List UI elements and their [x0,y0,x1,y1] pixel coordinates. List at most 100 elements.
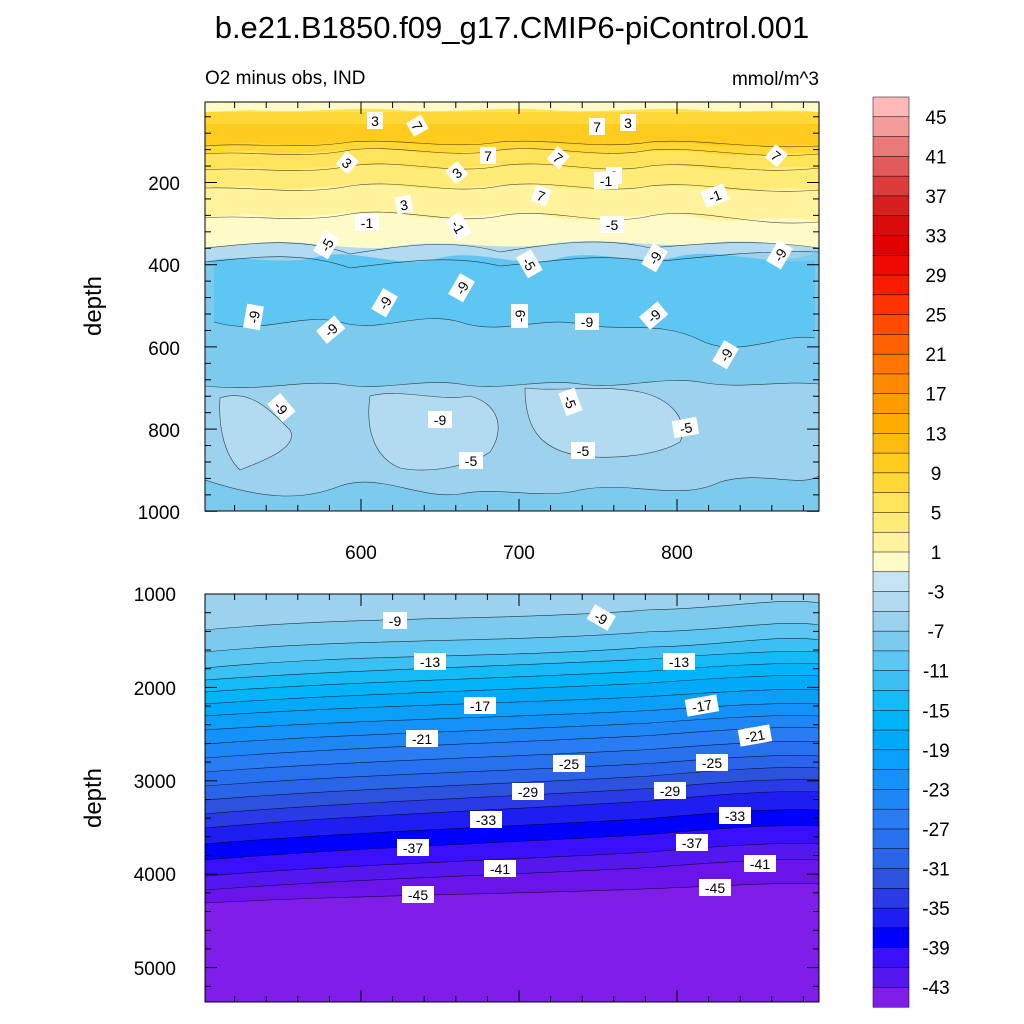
upper-xtick-label: 600 [345,543,377,564]
contour-label: -17 [464,697,496,714]
colorbar-boxes [872,96,910,1008]
colorbar-box [872,195,910,217]
contour-label: -45 [402,886,434,903]
svg-text:-37: -37 [682,835,702,851]
colorbar-box [872,729,910,751]
svg-text:-5: -5 [606,217,619,233]
contour-label: -9 [586,604,616,631]
colorbar-box [872,967,910,988]
colorbar-box [872,947,910,968]
colorbar-box [872,848,910,870]
svg-text:-25: -25 [559,756,579,772]
contour-label: 7 [764,143,788,168]
svg-text:-37: -37 [403,840,423,856]
svg-text:3: 3 [624,115,632,131]
colorbar-tick-label: -43 [922,978,949,999]
lower-contour-line [205,715,819,745]
svg-text:-45: -45 [408,887,428,903]
colorbar-box [872,215,910,237]
upper-band-deep-blue [205,476,819,511]
svg-text:-29: -29 [518,784,538,800]
contour-label: -9 [641,243,668,273]
contour-label: -21 [406,730,438,747]
colorbar-tick-label: -27 [922,820,949,841]
contour-label: -21 [737,724,773,747]
lower-contour-line [205,755,819,787]
colorbar-tick-label: 5 [931,503,942,524]
svg-text:-13: -13 [669,654,689,670]
colorbar-tick-label: 13 [925,424,946,445]
contour-label: -13 [414,653,446,670]
svg-text:-41: -41 [750,856,770,872]
colorbar-tick-label: -35 [922,899,949,920]
contour-label: -25 [696,754,728,771]
upper-ytick-label: 400 [148,256,180,277]
chart-title: b.e21.B1850.f09_g17.CMIP6-piControl.001 [215,10,810,45]
lower-contour-line [205,651,819,681]
upper-frame [204,101,820,512]
colorbar-box [872,828,910,850]
upper-ytick-label: 800 [148,421,180,442]
subtitle-right: mmol/m^3 [732,69,819,90]
svg-text:-9: -9 [512,310,528,323]
upper-band-orange [205,124,819,147]
lower-ytick-label: 3000 [134,772,176,793]
colorbar-box [872,927,910,949]
contour-label: -33 [470,811,502,828]
contour-label: 3 [335,150,359,175]
colorbar-box [872,670,910,692]
lower-contour-line [205,638,819,669]
colorbar-box [872,156,910,177]
lower-contour-line [205,675,819,705]
svg-text:3: 3 [399,196,410,213]
colorbar-tick-label: -23 [922,780,949,801]
lower-contour-band [205,883,819,1002]
svg-text:-25: -25 [702,755,722,771]
lower-ytick-label: 5000 [134,959,176,980]
colorbar-tick-label: -39 [922,939,949,960]
contour-label: -1 [594,172,618,189]
svg-text:-21: -21 [412,731,432,747]
lower-ytick-label: 4000 [134,865,176,886]
contour-label: -5 [459,452,483,469]
colorbar-box [872,531,910,553]
contour-label: -9 [712,340,739,370]
colorbar-box [872,630,910,652]
colorbar-box [872,393,910,415]
colorbar-tick-label: -3 [928,583,945,604]
upper-x-tick-marks [234,102,804,511]
colorbar-box [872,769,910,790]
contour-label: -41 [484,860,516,877]
contour-label: 7 [530,184,552,207]
contour-label: -9 [316,315,346,344]
colorbar-tick-label: 41 [925,147,946,168]
contour-label: -1 [700,183,730,208]
colorbar-box [872,413,910,434]
svg-text:-5: -5 [678,419,693,437]
svg-text:-41: -41 [490,861,510,877]
colorbar-box [872,888,910,909]
colorbar-box [872,235,910,256]
colorbar-box [872,314,910,335]
contour-label: -9 [267,393,296,423]
svg-text:-33: -33 [725,808,745,824]
colorbar-box [872,571,910,593]
contour-label: -17 [684,694,720,717]
lower-contour-line [205,689,819,717]
colorbar-box [872,116,910,138]
contour-label: 3 [445,160,469,185]
lower-ytick-label: 2000 [134,679,176,700]
lower-panel: 1000 2000 3000 4000 5000 depth -9 -9 -13 -1… [80,585,820,1003]
lower-contour-line [205,843,819,877]
contour-label: -1 [445,212,472,242]
colorbar-box [872,808,910,830]
svg-text:-17: -17 [691,696,714,715]
contour-label: -29 [654,782,686,799]
upper-ytick-label: 1000 [138,503,180,524]
colorbar-box [872,433,910,454]
contour-label: -5 [571,442,595,459]
colorbar-box [872,749,910,771]
contour-label: -9 [383,612,407,629]
colorbar-box [872,710,910,731]
subtitle-left: O2 minus obs, IND [205,68,366,89]
